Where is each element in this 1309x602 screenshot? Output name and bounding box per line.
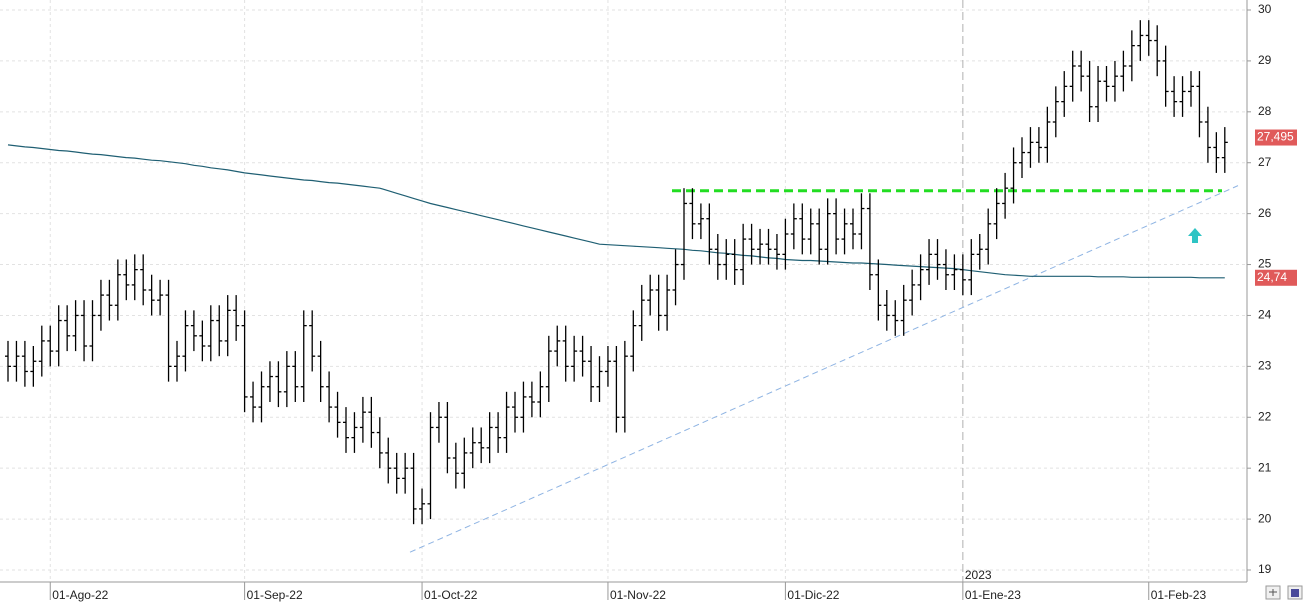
moving-average-line xyxy=(7,144,1225,279)
y-tick-label: 19 xyxy=(1258,562,1272,576)
tool-icon xyxy=(1269,589,1277,596)
year-label: 2023 xyxy=(965,568,992,582)
y-tick-label: 23 xyxy=(1258,359,1272,373)
y-tick-label: 26 xyxy=(1258,206,1272,220)
last-price-label: 27,495 xyxy=(1257,130,1294,144)
up-arrow xyxy=(1188,228,1202,243)
x-tick-label: 01-Nov-22 xyxy=(610,588,666,602)
y-tick-label: 21 xyxy=(1258,460,1272,474)
x-tick-label: 01-Feb-23 xyxy=(1151,588,1207,602)
x-tick-label: 01-Ene-23 xyxy=(965,588,1021,602)
x-tick-label: 01-Sep-22 xyxy=(247,588,303,602)
y-tick-label: 30 xyxy=(1258,2,1272,16)
ma-price-label-bg xyxy=(1255,269,1297,286)
y-tick-label: 28 xyxy=(1258,104,1272,118)
x-tick-label: 01-Oct-22 xyxy=(424,588,478,602)
labels-layer: 19 20 21 22 23 24 25 26 27 28 29 30 01-Ago-22 01-Sep-… xyxy=(52,2,1297,602)
x-tick-label: 01-Ago-22 xyxy=(52,588,108,602)
y-tick-label: 24 xyxy=(1258,308,1272,322)
y-tick-label: 25 xyxy=(1258,257,1272,271)
bars-layer xyxy=(5,20,1228,525)
y-tick-label: 20 xyxy=(1258,511,1272,525)
y-tick-label: 22 xyxy=(1258,409,1272,423)
ma-price-label: 24,74 xyxy=(1257,270,1287,284)
last-price-label-bg xyxy=(1255,129,1297,146)
grid-layer xyxy=(0,0,1251,600)
trend-line xyxy=(409,185,1239,553)
y-tick-label: 29 xyxy=(1258,53,1272,67)
save-icon xyxy=(1291,589,1299,597)
lines-layer xyxy=(7,144,1239,553)
x-tick-label: 01-Dic-22 xyxy=(787,588,839,602)
y-tick-label: 27 xyxy=(1258,155,1272,169)
